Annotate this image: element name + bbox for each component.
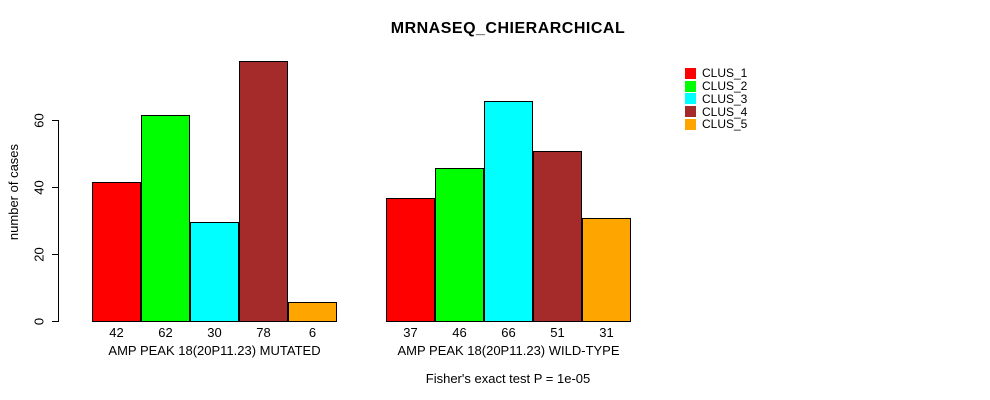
bar-value-clus_4-group1: 78 [256,325,271,340]
bar-value-clus_4-group2: 51 [550,325,565,340]
legend-item-clus_2: CLUS_2 [685,80,747,93]
legend-item-clus_3: CLUS_3 [685,93,747,106]
bar-clus_1-group1 [92,182,141,322]
legend-label-clus_5: CLUS_5 [702,117,748,132]
y-tick-mark-40 [52,187,59,189]
bar-clus_4-group2 [533,151,582,322]
chart-title: MRNASEQ_CHIERARCHICAL [390,20,626,37]
bar-value-clus_3-group2: 66 [501,325,516,340]
y-tick-label-60: 60 [31,113,47,128]
y-tick-label-0: 0 [31,317,47,325]
bar-clus_5-group2 [582,218,631,322]
bar-value-clus_5-group2: 31 [599,325,614,340]
y-tick-label-40: 40 [31,179,47,195]
y-tick-label-20: 20 [31,246,47,262]
legend-label-clus_3: CLUS_3 [702,91,748,106]
bar-clus_4-group1 [239,61,288,322]
y-tick-mark-60 [52,120,59,122]
group-label-2: AMP PEAK 18(20P11.23) WILD-TYPE [397,343,620,358]
y-axis-label: number of cases [6,143,21,241]
bar-value-clus_2-group2: 46 [452,325,467,340]
bar-value-clus_5-group1: 6 [308,325,317,340]
bar-clus_3-group1 [190,222,239,322]
group-label-1: AMP PEAK 18(20P11.23) MUTATED [108,343,321,358]
bar-value-clus_3-group1: 30 [207,325,222,340]
y-tick-mark-20 [52,254,59,256]
y-axis-line [58,120,59,322]
bar-clus_3-group2 [484,101,533,322]
bar-clus_2-group2 [435,168,484,322]
bar-clus_5-group1 [288,302,337,322]
y-tick-mark-0 [52,321,59,322]
legend-label-clus_1: CLUS_1 [702,66,748,81]
bar-value-clus_2-group1: 62 [158,325,173,340]
bar-value-clus_1-group1: 42 [109,325,124,340]
legend-item-clus_1: CLUS_1 [685,67,747,80]
bar-value-clus_1-group2: 37 [403,325,418,340]
legend-label-clus_4: CLUS_4 [702,104,748,119]
bar-clus_1-group2 [386,198,435,322]
legend-label-clus_2: CLUS_2 [702,79,748,94]
legend: CLUS_1 CLUS_2 CLUS_3 CLUS_4 CLUS_5 [685,67,747,131]
legend-swatch-clus_5 [685,118,696,130]
legend-swatch-clus_2 [685,80,696,92]
footnote-fisher-test: Fisher's exact test P = 1e-05 [425,371,591,386]
legend-item-clus_4: CLUS_4 [685,105,747,118]
legend-swatch-clus_3 [685,93,696,105]
legend-item-clus_5: CLUS_5 [685,118,747,131]
legend-swatch-clus_4 [685,106,696,118]
legend-swatch-clus_1 [685,67,696,79]
bar-clus_2-group1 [141,115,190,322]
